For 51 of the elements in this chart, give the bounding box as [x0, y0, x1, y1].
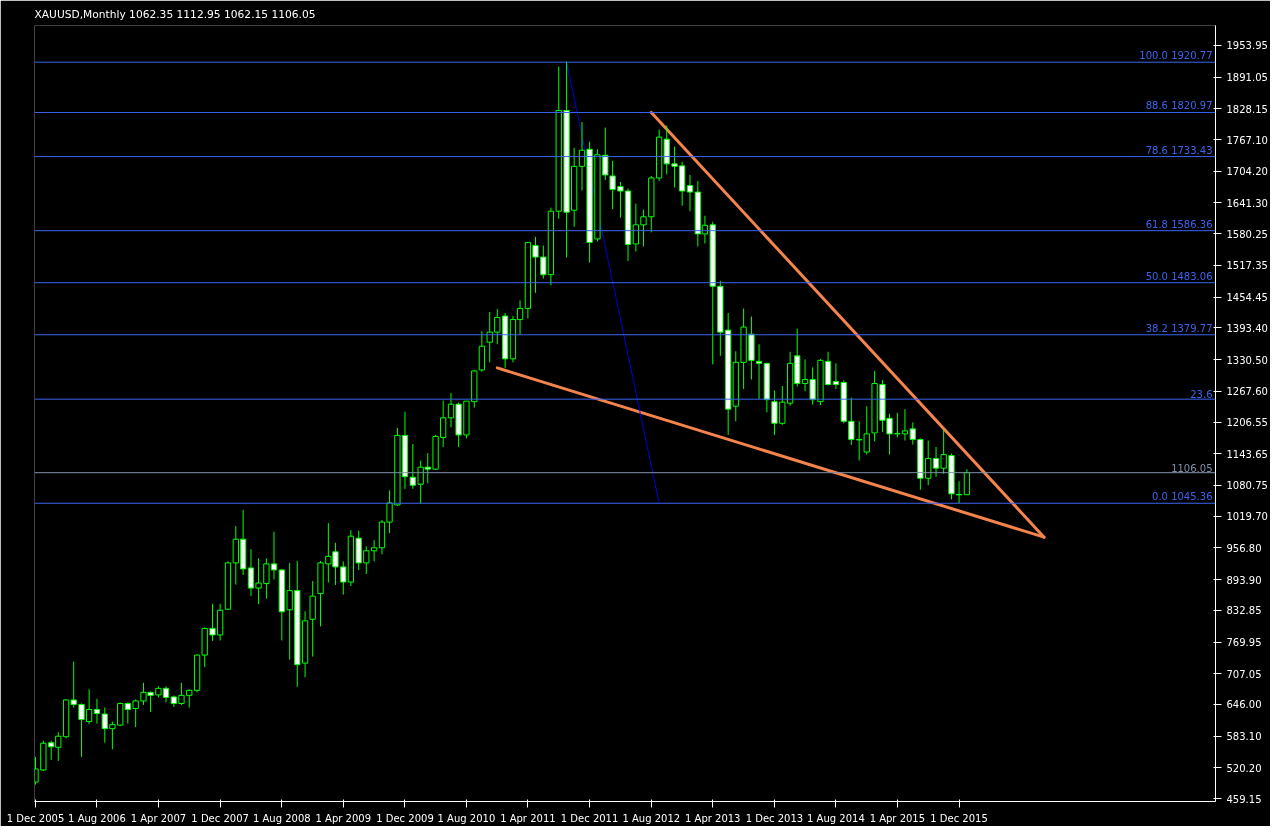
y-tick-label: 707.05 [1226, 668, 1262, 680]
x-tick-label: 1 Aug 2012 [622, 812, 681, 824]
ref-line-label: 1106.05 [1171, 462, 1213, 474]
ref-line-label: 100.0 1920.77 [1139, 50, 1213, 62]
y-tick-label: 1517.35 [1226, 260, 1268, 272]
x-tick-label: 1 Dec 2011 [560, 812, 619, 824]
y-tick-label: 583.10 [1226, 731, 1262, 743]
y-tick-label: 1580.25 [1226, 228, 1268, 240]
ref-line-label: 50.0 1483.06 [1145, 270, 1213, 282]
ref-line-label: 78.6 1733.43 [1145, 144, 1213, 156]
x-tick-label: 1 Aug 2010 [437, 812, 496, 824]
x-tick-label: 1 Apr 2011 [500, 812, 556, 824]
y-tick-label: 956.80 [1226, 542, 1262, 554]
y-tick-label: 893.90 [1226, 574, 1262, 586]
y-tick-label: 1767.10 [1226, 134, 1268, 146]
y-tick-label: 1206.55 [1226, 417, 1268, 429]
x-tick-label: 1 Aug 2006 [68, 812, 126, 824]
x-tick-label: 1 Dec 2015 [930, 812, 988, 824]
y-tick-label: 1267.60 [1226, 386, 1268, 398]
y-tick-label: 1143.65 [1226, 448, 1268, 460]
x-tick-label: 1 Aug 2014 [807, 812, 865, 824]
y-tick-label: 1019.70 [1226, 511, 1268, 523]
x-tick-label: 1 Dec 2007 [191, 812, 249, 824]
y-tick-label: 1080.75 [1226, 480, 1268, 492]
ref-line-label: 88.6 1820.97 [1145, 100, 1213, 112]
ref-line-label: 0.0 1045.36 [1152, 491, 1213, 503]
x-tick-label: 1 Aug 2008 [252, 812, 311, 824]
x-tick-label: 1 Dec 2005 [6, 812, 65, 824]
ref-line-label: 38.2 1379.77 [1145, 322, 1213, 334]
y-tick-label: 769.95 [1226, 637, 1262, 649]
x-tick-label: 1 Apr 2009 [315, 812, 372, 824]
x-tick-label: 1 Apr 2015 [869, 812, 926, 824]
y-tick-label: 1454.45 [1226, 292, 1268, 304]
x-tick-label: 1 Apr 2007 [130, 812, 187, 824]
x-tick-label: 1 Dec 2009 [376, 812, 434, 824]
x-tick-label: 1 Apr 2013 [685, 812, 741, 824]
ref-line-label: 61.8 1586.36 [1145, 218, 1213, 230]
y-tick-label: 1953.95 [1226, 40, 1268, 52]
y-tick-label: 459.15 [1226, 793, 1262, 805]
annotation: 23.6 [1190, 389, 1213, 401]
y-tick-label: 832.85 [1226, 605, 1262, 617]
y-tick-label: 520.20 [1226, 762, 1262, 774]
y-tick-label: 646.00 [1226, 699, 1262, 711]
y-tick-label: 1828.15 [1226, 103, 1268, 115]
y-tick-label: 1704.20 [1226, 166, 1268, 178]
chart-title: XAUUSD,Monthly 1062.35 1112.95 1062.15 1106.05 [34, 7, 316, 21]
y-tick-label: 1891.05 [1226, 72, 1268, 84]
y-tick-label: 1393.40 [1226, 322, 1268, 334]
x-tick-label: 1 Dec 2013 [745, 812, 804, 824]
y-tick-label: 1641.30 [1226, 198, 1268, 209]
y-tick-label: 1330.50 [1226, 354, 1268, 366]
